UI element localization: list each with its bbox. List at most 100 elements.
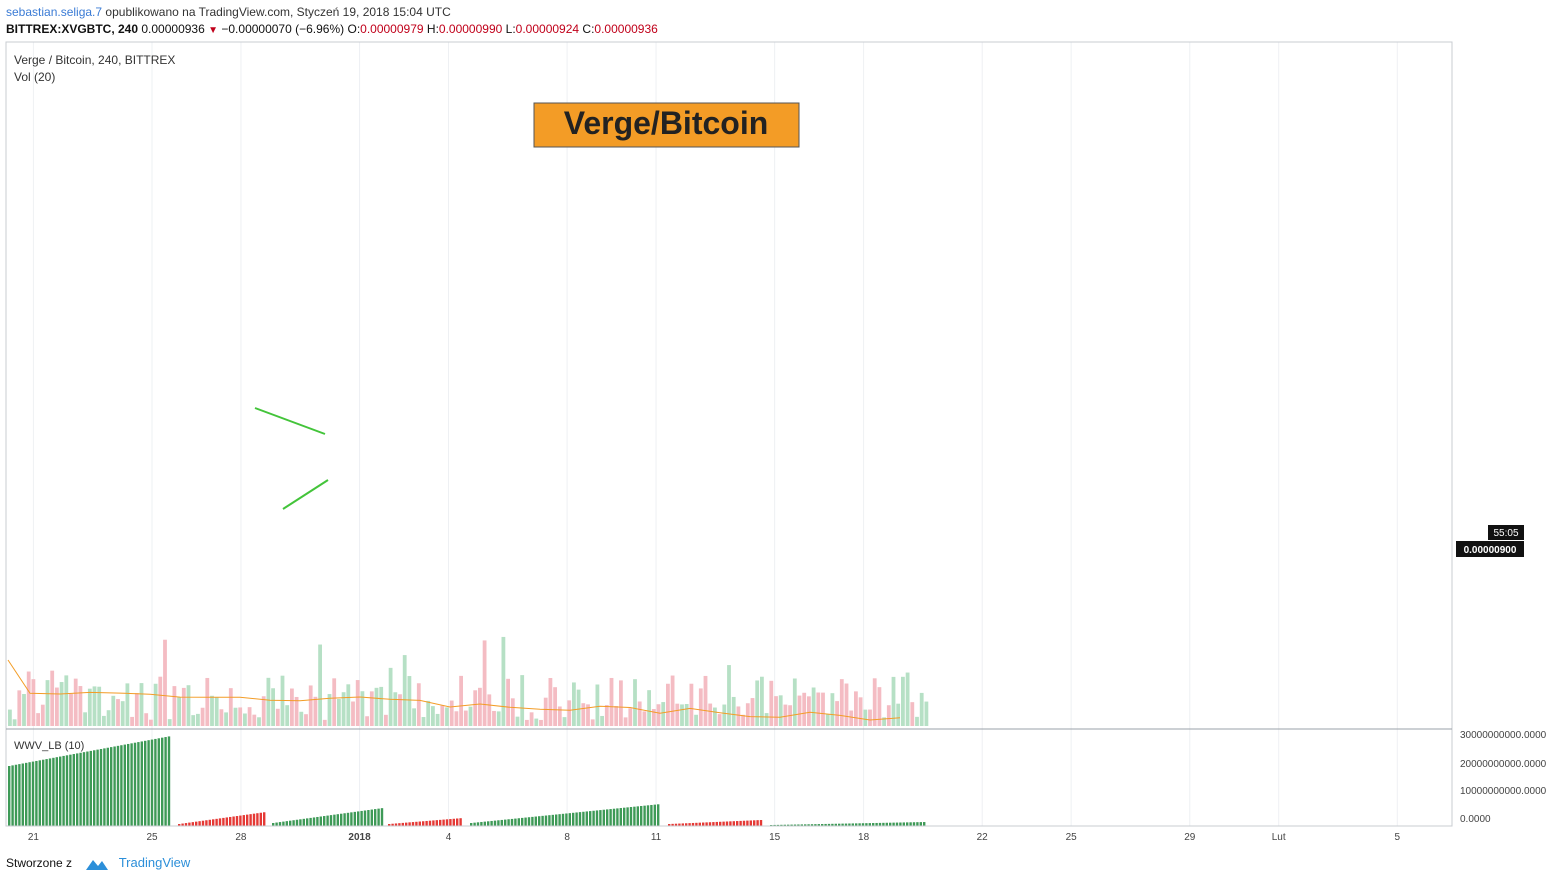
volume-bar: [731, 696, 736, 726]
wwv-bar: [76, 753, 79, 826]
wwv-bar: [181, 823, 184, 826]
volume-bar: [858, 697, 863, 726]
volume-bar: [426, 700, 431, 726]
volume-bar: [40, 704, 45, 726]
volume-bar: [854, 691, 858, 726]
volume-bar: [774, 696, 778, 726]
wwv-bar: [319, 816, 322, 826]
volume-bar: [675, 703, 680, 726]
wwv-bar: [668, 824, 671, 826]
wwv-bar: [476, 822, 480, 826]
volume-bar: [271, 688, 275, 726]
volume-bar: [369, 691, 374, 726]
wwv-bar: [140, 741, 143, 826]
volume-bar: [877, 687, 882, 726]
volume-bar: [153, 683, 158, 726]
volume-bar: [722, 704, 727, 726]
volume-bar: [407, 676, 412, 726]
volume-legend: Vol (20): [14, 70, 55, 84]
wwv-bar: [691, 822, 695, 826]
wwv-bar: [504, 819, 507, 826]
volume-bar: [144, 713, 149, 726]
volume-bar: [398, 694, 402, 726]
wwv-bar: [161, 737, 164, 826]
wwv-bar: [178, 824, 181, 826]
wwv-bar: [895, 822, 899, 826]
volume-bar: [416, 683, 421, 726]
wwv-bar: [643, 805, 646, 826]
wwv-bar: [790, 824, 793, 826]
volume-bar: [327, 694, 332, 726]
volume-bar: [463, 710, 468, 726]
volume-bar: [233, 707, 238, 726]
wwv-bar: [800, 824, 803, 826]
wwv-bar: [902, 822, 905, 826]
wwv-bar: [79, 752, 82, 826]
volume-bar: [478, 687, 482, 726]
wwv-bar: [756, 820, 759, 826]
volume-bar: [17, 690, 22, 726]
volume-bar: [844, 683, 849, 726]
volume-bar: [736, 706, 741, 726]
wwv-bar: [428, 820, 432, 826]
wwv-bar: [21, 763, 24, 826]
wwv-axis-label: 20000000000.0000: [1460, 759, 1547, 770]
author-link[interactable]: sebastian.seliga.7: [6, 5, 103, 19]
volume-bar: [473, 690, 478, 726]
wwv-bar: [405, 822, 408, 826]
volume-bar: [384, 714, 388, 726]
wwv-bar: [831, 823, 834, 826]
volume-bar: [97, 686, 102, 726]
volume-bar: [609, 677, 614, 726]
wwv-bar: [510, 818, 514, 826]
volume-ma: [7, 659, 901, 721]
volume-bar: [684, 704, 689, 726]
price-change: −0.00000070 (−6.96%): [221, 22, 345, 36]
volume-bar: [346, 684, 351, 726]
volume-bar: [595, 684, 600, 726]
volume-bar: [924, 701, 929, 726]
volume-bar: [106, 710, 111, 726]
volume-bar: [661, 702, 666, 726]
volume-bar: [741, 714, 745, 726]
volume-bar: [520, 675, 525, 726]
volume-bar: [459, 675, 463, 726]
wwv-bar: [619, 808, 622, 826]
wwv-bar: [306, 818, 309, 826]
wwv-bar: [442, 819, 445, 826]
volume-bar: [581, 703, 586, 726]
volume-bar: [402, 655, 407, 726]
price-chart[interactable]: 0.000019770.00001604Lokalny Opór (Local …: [0, 0, 1567, 850]
wwv-bar: [582, 811, 585, 826]
wwv-bar: [215, 818, 218, 826]
volume-bar: [412, 708, 416, 726]
volume-bar: [698, 688, 703, 726]
close-label: C:: [582, 22, 595, 36]
volume-bar: [825, 714, 830, 726]
volume-bar: [83, 712, 87, 726]
volume-bar: [45, 680, 50, 726]
volume-bar: [332, 678, 337, 726]
axes: 0.000024000.000023000.000022000.00002100…: [5, 41, 1547, 843]
wwv-bar: [336, 814, 339, 826]
wwv-bar: [367, 810, 370, 826]
wwv-bar: [42, 759, 45, 826]
volume-bar: [87, 688, 92, 726]
wwv-bar: [804, 824, 807, 826]
volume-bar: [191, 715, 196, 726]
wwv-bar: [773, 824, 776, 826]
x-tick-label: 18: [858, 832, 870, 843]
volume-bar: [868, 709, 872, 726]
wwv-bar: [8, 766, 11, 826]
wwv-bar: [708, 822, 712, 826]
chart-title-box: [533, 102, 800, 148]
volume-bar: [487, 694, 492, 726]
volume-bar: [586, 704, 590, 726]
volume-bar: [224, 712, 228, 726]
wwv-bar: [470, 823, 473, 826]
wwv-bar: [184, 823, 188, 826]
wwv-bar: [459, 818, 462, 826]
wwv-bar: [282, 821, 285, 826]
volume-bar: [299, 711, 304, 726]
tradingview-link[interactable]: TradingView: [118, 855, 191, 870]
